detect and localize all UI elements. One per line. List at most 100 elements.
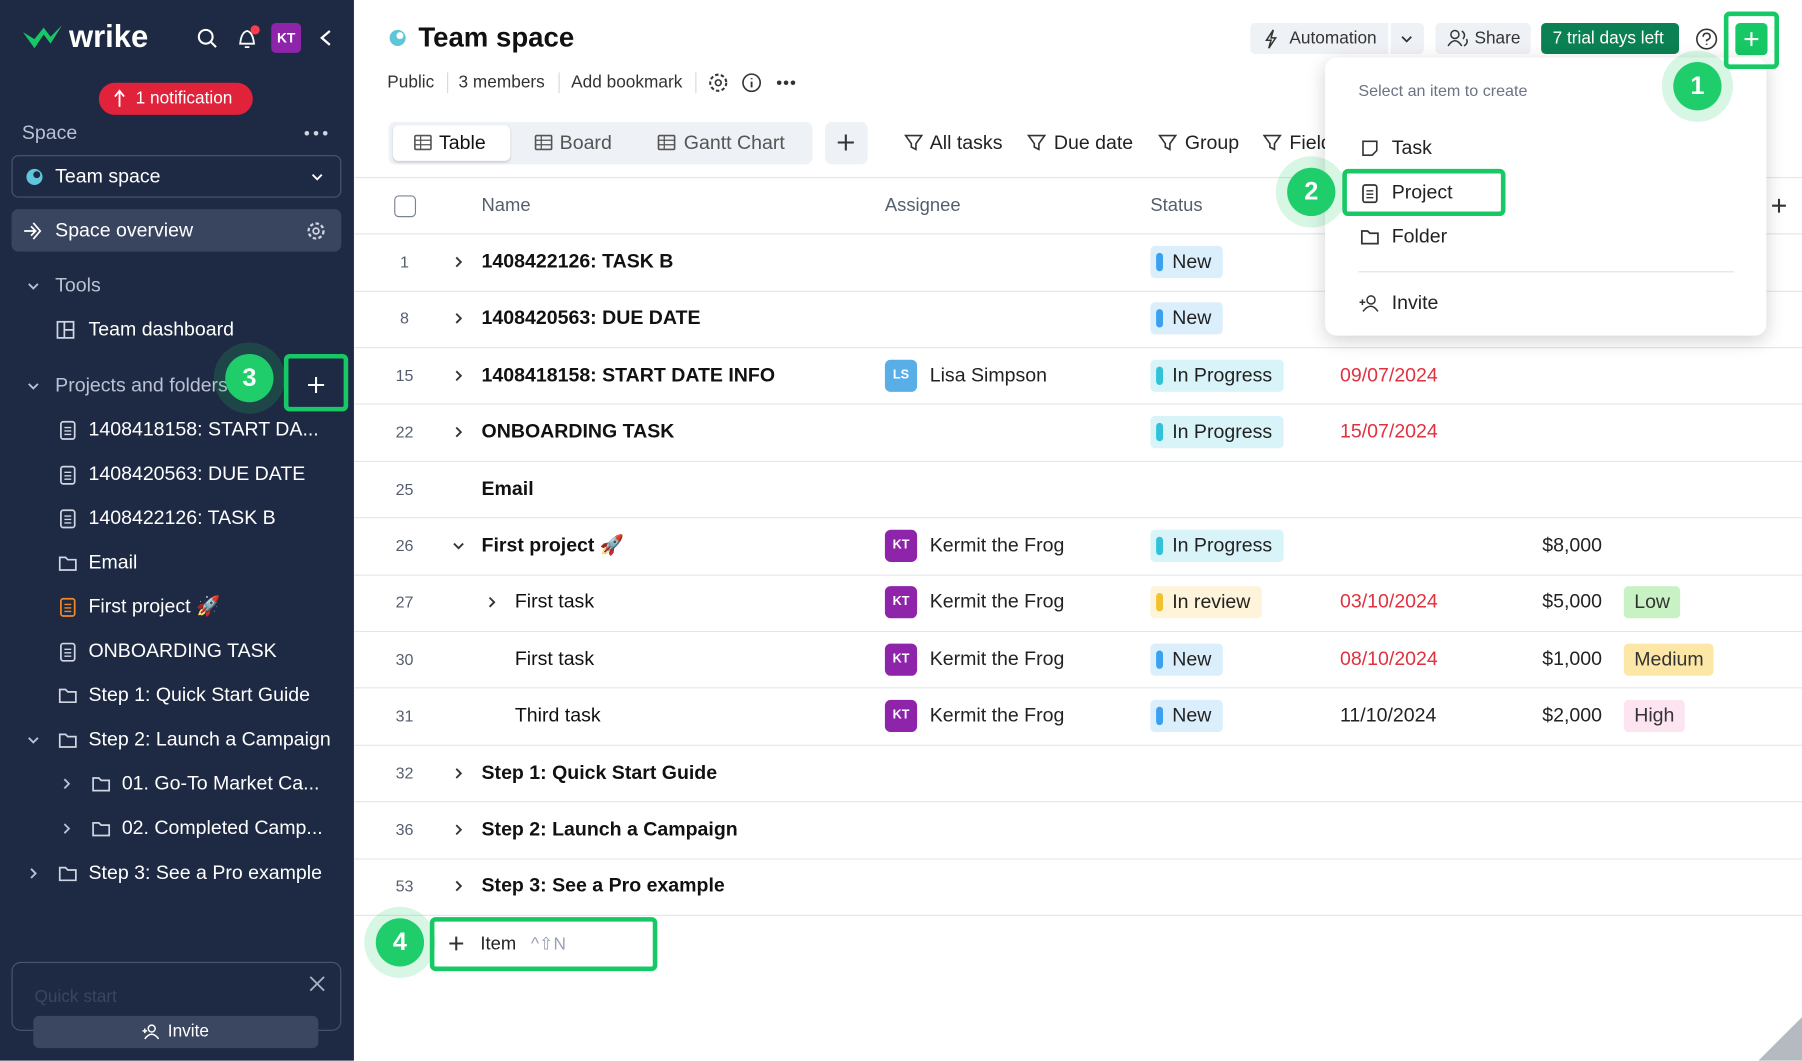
assignee-avatar: [884, 586, 918, 619]
row-name[interactable]: 1408418158: START DATE INFO: [481, 363, 776, 386]
toolbar-item[interactable]: Due date: [1053, 131, 1134, 154]
row-name[interactable]: Third task: [514, 704, 601, 727]
menu-item[interactable]: Project: [1391, 180, 1453, 203]
tree-item[interactable]: 02. Completed Camp...: [121, 816, 323, 839]
space-overview-item[interactable]: [11, 209, 342, 252]
notification-pill[interactable]: [98, 82, 253, 115]
arrow-up: [114, 89, 125, 107]
share-button[interactable]: [1435, 22, 1531, 55]
view-tab[interactable]: Gantt Chart: [683, 131, 785, 154]
assignee: Kermit the Frog: [929, 647, 1065, 670]
status-bar: [1156, 366, 1164, 385]
dropdown-caret: [311, 174, 323, 181]
project-icon: [60, 509, 76, 529]
menu-invite[interactable]: Invite: [1391, 291, 1439, 314]
tree-item[interactable]: Step 1: Quick Start Guide: [88, 683, 311, 706]
project-icon: [60, 598, 76, 618]
tree-item[interactable]: Email: [88, 550, 138, 573]
status-bar: [1156, 252, 1164, 272]
invite-label[interactable]: Invite: [167, 1021, 209, 1042]
meta-item[interactable]: 3 members: [458, 72, 545, 92]
row-line: [353, 857, 1802, 860]
tree-item[interactable]: Step 3: See a Pro example: [88, 861, 322, 883]
toolbar-item[interactable]: All tasks: [929, 131, 1003, 154]
toolbar-item[interactable]: Group: [1184, 131, 1240, 154]
annotation-number: 3: [242, 362, 257, 392]
shortcut: ^⇧N: [530, 934, 566, 954]
select-all[interactable]: [394, 195, 417, 218]
assignee-avatar: [884, 359, 918, 392]
tree-item[interactable]: 1408418158: START DA...: [88, 418, 319, 440]
meta-item[interactable]: Public: [387, 72, 435, 92]
row-name[interactable]: Step 2: Launch a Campaign: [481, 818, 738, 840]
view-active[interactable]: [393, 125, 511, 161]
tree-item[interactable]: 01. Go-To Market Ca...: [121, 772, 320, 795]
row-name[interactable]: Step 3: See a Pro example: [481, 874, 725, 897]
due-date: 11/10/2024: [1340, 704, 1437, 727]
row-name[interactable]: 1408422126: TASK B: [481, 250, 674, 273]
row-name[interactable]: ONBOARDING TASK: [481, 420, 675, 443]
tree-item[interactable]: First project 🚀: [88, 595, 221, 618]
notification[interactable]: 1 notification: [135, 88, 233, 109]
tree-item[interactable]: 1408422126: TASK B: [88, 506, 276, 529]
view-tab[interactable]: Board: [559, 131, 612, 154]
status-pill[interactable]: New: [1150, 245, 1223, 279]
add-item[interactable]: Item: [480, 934, 517, 955]
menu-item[interactable]: Folder: [1391, 225, 1448, 248]
trial-button[interactable]: [1541, 22, 1680, 55]
trial[interactable]: 7 trial days left: [1552, 28, 1664, 49]
status-pill[interactable]: In Progress: [1150, 416, 1284, 449]
row-id: 53: [395, 876, 414, 896]
automation-button[interactable]: [1250, 22, 1424, 55]
share[interactable]: Share: [1474, 28, 1521, 49]
row-id: 26: [395, 536, 414, 555]
row-id: 15: [395, 365, 414, 385]
status-pill[interactable]: In Progress: [1150, 529, 1284, 562]
annotation-circle: [375, 918, 425, 967]
status-pill[interactable]: New: [1150, 700, 1223, 733]
row-name[interactable]: Step 1: Quick Start Guide: [481, 761, 718, 784]
meta-item[interactable]: Add bookmark: [571, 72, 683, 92]
priority-pill[interactable]: Medium: [1623, 643, 1715, 676]
quick-start: Quick start: [34, 987, 117, 1007]
status-pill[interactable]: In Progress: [1150, 359, 1284, 392]
tree-item[interactable]: ONBOARDING TASK: [88, 639, 277, 662]
row-id: 27: [395, 592, 414, 612]
row-line: [353, 517, 1802, 519]
priority-pill[interactable]: Low: [1623, 586, 1681, 619]
space-overview[interactable]: Space overview: [55, 219, 194, 242]
row-caret: [455, 313, 463, 325]
annotation-circle: [225, 353, 274, 403]
invite-button[interactable]: [33, 1015, 319, 1049]
priority-pill[interactable]: High: [1623, 700, 1685, 733]
highlight-box: [429, 917, 658, 972]
budget: $2,000: [1542, 704, 1603, 727]
assignee: Kermit the Frog: [929, 590, 1065, 613]
tools-label: Tools: [55, 274, 101, 297]
row-name[interactable]: First task: [514, 590, 595, 613]
menu-title: Select an item to create: [1358, 81, 1528, 100]
row-name[interactable]: First task: [514, 647, 595, 670]
row-name[interactable]: First project 🚀: [481, 534, 625, 557]
row-name[interactable]: 1408420563: DUE DATE: [481, 307, 701, 329]
row-name[interactable]: Email: [481, 477, 534, 500]
annotation-number: 1: [1690, 71, 1705, 100]
space-name[interactable]: Team space: [55, 165, 161, 188]
status-bar: [1156, 423, 1164, 442]
assignee-initials: LS: [892, 367, 910, 382]
view-tab[interactable]: Table: [439, 131, 486, 154]
tools-item[interactable]: Team dashboard: [88, 318, 235, 340]
automation[interactable]: Automation: [1289, 28, 1377, 49]
space-selector[interactable]: [11, 155, 342, 198]
more-icon: [304, 131, 328, 136]
column-header: Name: [481, 195, 531, 216]
gear-icon: [307, 222, 325, 240]
status-pill[interactable]: In review: [1150, 586, 1262, 619]
menu-item[interactable]: Task: [1391, 136, 1432, 159]
status-pill[interactable]: New: [1150, 302, 1223, 335]
tree-item[interactable]: Step 2: Launch a Campaign: [88, 728, 331, 751]
tree-item[interactable]: 1408420563: DUE DATE: [88, 462, 306, 485]
status-pill[interactable]: New: [1150, 643, 1223, 676]
invite-icon: [1359, 295, 1379, 312]
